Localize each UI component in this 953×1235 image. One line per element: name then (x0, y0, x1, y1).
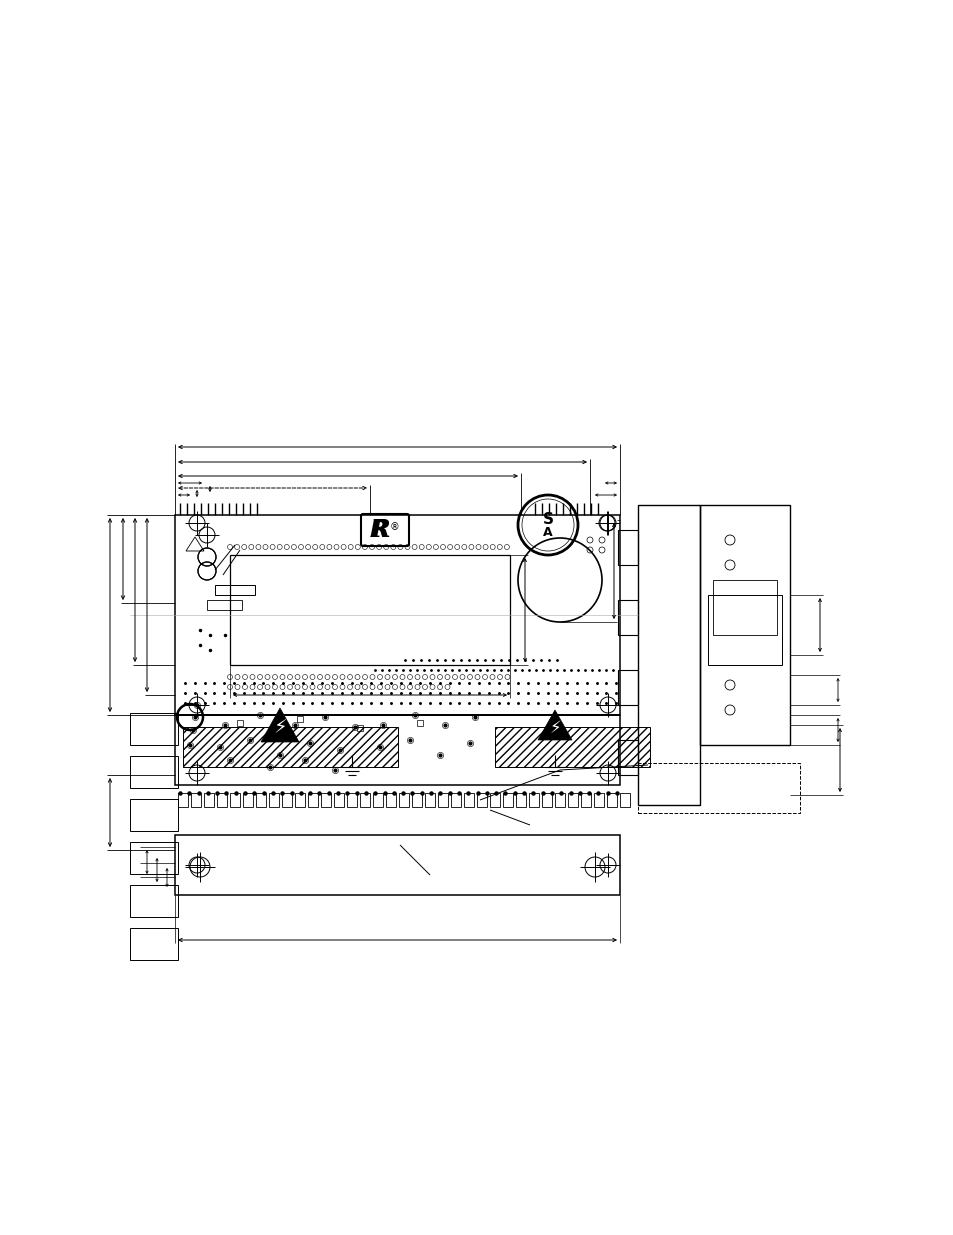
Bar (567, 793, 578, 806)
Bar (541, 793, 552, 806)
Bar (555, 793, 564, 806)
Bar (476, 793, 486, 806)
Bar (282, 793, 292, 806)
Bar (320, 793, 331, 806)
Polygon shape (537, 710, 572, 740)
Bar (334, 793, 344, 806)
Bar (700, 505, 789, 745)
Bar (490, 793, 499, 806)
Bar (296, 716, 303, 722)
Bar (529, 793, 538, 806)
Bar (243, 793, 253, 806)
Bar (416, 720, 422, 726)
Bar (178, 793, 188, 806)
Bar (638, 505, 700, 805)
Bar (130, 927, 178, 960)
Bar (516, 793, 525, 806)
Bar (398, 793, 409, 806)
Bar (594, 793, 603, 806)
Bar (359, 793, 370, 806)
Bar (236, 720, 243, 726)
Bar (230, 555, 510, 664)
Bar (183, 727, 397, 767)
Bar (618, 740, 638, 776)
Text: ®: ® (390, 522, 399, 532)
Bar (463, 793, 474, 806)
Text: ⚡: ⚡ (549, 719, 560, 737)
Bar (638, 763, 800, 813)
Text: S: S (542, 511, 553, 526)
Bar (216, 793, 227, 806)
Text: ⚡: ⚡ (273, 719, 287, 737)
Bar (618, 530, 638, 564)
Polygon shape (261, 708, 298, 742)
Bar (386, 793, 395, 806)
Bar (347, 793, 356, 806)
Bar (707, 595, 781, 664)
Bar (130, 799, 178, 831)
Bar (618, 600, 638, 635)
Bar (174, 515, 619, 715)
Bar (424, 793, 435, 806)
Bar (207, 600, 242, 610)
Bar (580, 793, 590, 806)
Bar (255, 793, 266, 806)
Bar (451, 793, 460, 806)
Bar (294, 793, 305, 806)
Bar (204, 793, 213, 806)
Bar (174, 835, 619, 895)
Bar (130, 885, 178, 918)
Bar (230, 793, 240, 806)
Bar (373, 793, 382, 806)
Text: R: R (369, 517, 388, 542)
Bar (412, 793, 421, 806)
Bar (606, 793, 617, 806)
Bar (495, 727, 649, 767)
Bar (130, 756, 178, 788)
Bar (191, 793, 201, 806)
Bar (174, 715, 619, 785)
Bar (356, 725, 363, 731)
Bar (130, 842, 178, 874)
Bar (214, 585, 254, 595)
Text: R: R (370, 517, 390, 542)
Bar (502, 793, 513, 806)
Bar (130, 713, 178, 745)
Bar (269, 793, 278, 806)
Bar (308, 793, 317, 806)
Bar (712, 580, 776, 635)
Text: A: A (542, 526, 552, 538)
Bar (619, 793, 629, 806)
Bar (618, 671, 638, 705)
Bar (437, 793, 448, 806)
